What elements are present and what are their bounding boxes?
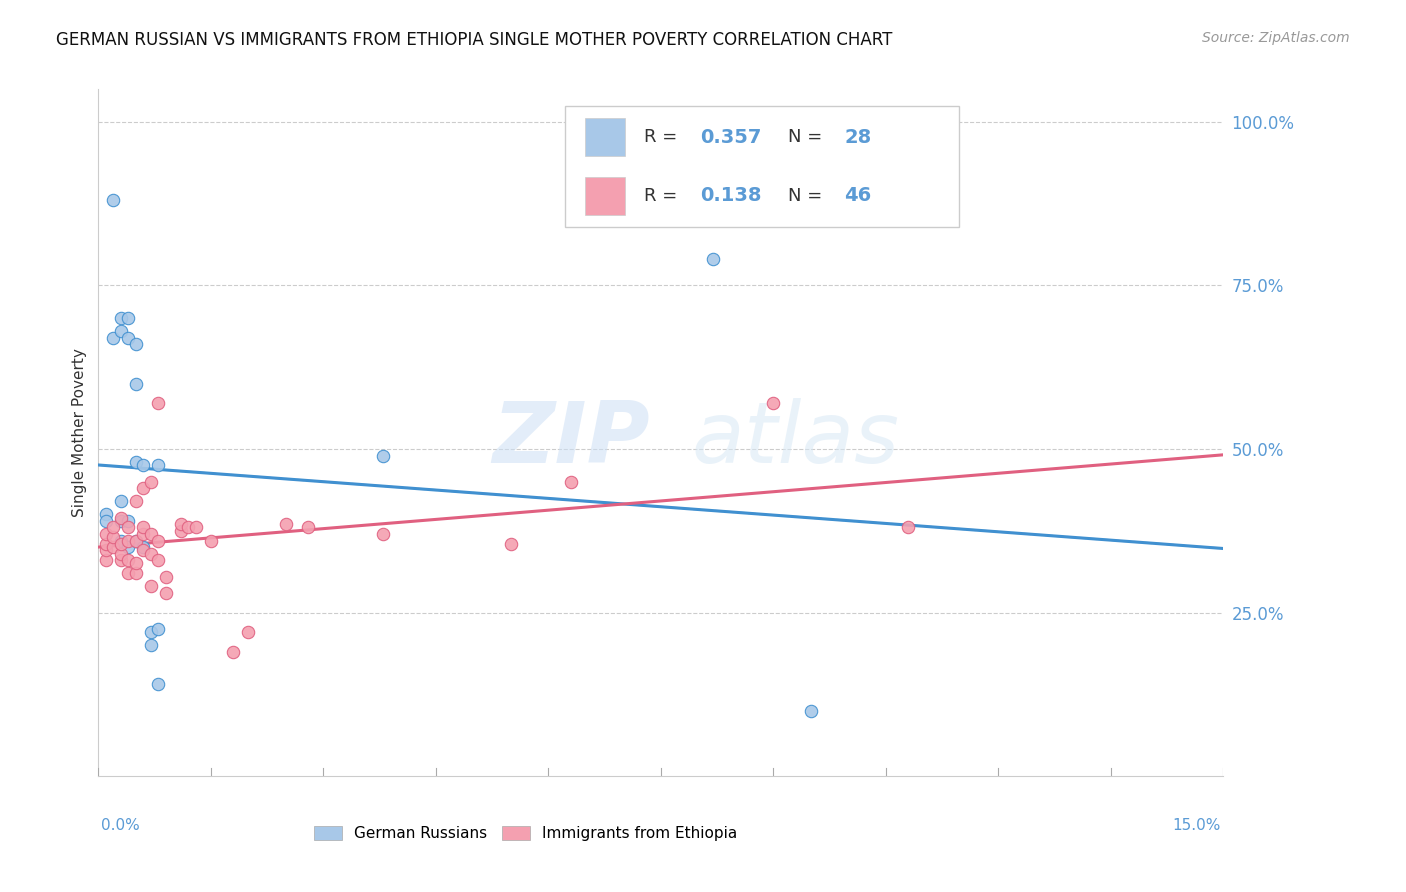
Point: [800, 704, 823, 718]
Point: [897, 520, 920, 534]
Text: 0.357: 0.357: [700, 128, 762, 147]
Point: [117, 533, 139, 548]
Point: [94, 553, 117, 567]
Point: [110, 547, 132, 561]
Point: [373, 527, 395, 541]
Point: [222, 645, 245, 659]
Point: [132, 458, 155, 473]
Point: [117, 540, 139, 554]
Point: [170, 524, 193, 538]
Text: ZIP: ZIP: [492, 398, 650, 481]
Point: [94, 508, 117, 522]
Point: [139, 527, 162, 541]
Point: [103, 194, 125, 208]
Legend: German Russians, Immigrants from Ethiopia: German Russians, Immigrants from Ethiopi…: [308, 820, 744, 847]
Point: [139, 579, 162, 593]
Point: [148, 677, 170, 691]
Point: [132, 527, 155, 541]
Point: [117, 553, 139, 567]
Point: [139, 547, 162, 561]
Text: 28: 28: [844, 128, 872, 147]
Point: [110, 553, 132, 567]
Text: N =: N =: [787, 186, 828, 204]
Point: [110, 537, 132, 551]
Point: [125, 455, 148, 469]
Point: [184, 520, 207, 534]
Point: [125, 533, 148, 548]
Point: [499, 537, 522, 551]
Point: [94, 527, 117, 541]
Text: 0.0%: 0.0%: [101, 818, 141, 832]
Point: [139, 638, 162, 652]
Point: [94, 537, 117, 551]
Text: GERMAN RUSSIAN VS IMMIGRANTS FROM ETHIOPIA SINGLE MOTHER POVERTY CORRELATION CHA: GERMAN RUSSIAN VS IMMIGRANTS FROM ETHIOP…: [56, 31, 893, 49]
Bar: [585, 119, 624, 156]
Point: [148, 622, 170, 636]
Point: [200, 533, 222, 548]
Point: [125, 566, 148, 581]
Point: [177, 520, 200, 534]
Text: R =: R =: [644, 128, 683, 146]
Point: [148, 553, 170, 567]
Point: [110, 324, 132, 338]
Text: 0.138: 0.138: [700, 186, 762, 205]
Point: [148, 458, 170, 473]
Point: [110, 514, 132, 528]
Bar: [585, 177, 624, 215]
Point: [274, 517, 297, 532]
Point: [132, 540, 155, 554]
Text: 46: 46: [844, 186, 872, 205]
Point: [117, 514, 139, 528]
Point: [94, 514, 117, 528]
Point: [103, 540, 125, 554]
Point: [762, 396, 785, 410]
Point: [117, 331, 139, 345]
Point: [117, 566, 139, 581]
Point: [103, 530, 125, 544]
Point: [702, 252, 724, 267]
Point: [125, 376, 148, 391]
Point: [132, 520, 155, 534]
Point: [117, 311, 139, 326]
Point: [125, 494, 148, 508]
Text: Source: ZipAtlas.com: Source: ZipAtlas.com: [1202, 31, 1350, 45]
Text: N =: N =: [787, 128, 828, 146]
Point: [117, 520, 139, 534]
Point: [125, 337, 148, 351]
Point: [94, 543, 117, 558]
FancyBboxPatch shape: [565, 106, 959, 227]
Point: [110, 533, 132, 548]
Point: [132, 543, 155, 558]
Point: [238, 625, 260, 640]
Point: [170, 517, 193, 532]
Point: [155, 586, 177, 600]
Point: [110, 510, 132, 524]
Point: [148, 533, 170, 548]
Point: [148, 396, 170, 410]
Point: [560, 475, 582, 489]
Point: [132, 481, 155, 495]
Point: [125, 533, 148, 548]
Point: [103, 520, 125, 534]
Point: [155, 569, 177, 583]
Point: [139, 625, 162, 640]
Y-axis label: Single Mother Poverty: Single Mother Poverty: [72, 348, 87, 517]
Text: 15.0%: 15.0%: [1173, 818, 1220, 832]
Point: [103, 331, 125, 345]
Point: [110, 494, 132, 508]
Point: [125, 557, 148, 571]
Point: [110, 311, 132, 326]
Point: [139, 475, 162, 489]
Point: [297, 520, 319, 534]
Text: atlas: atlas: [692, 398, 900, 481]
Text: R =: R =: [644, 186, 683, 204]
Point: [373, 449, 395, 463]
